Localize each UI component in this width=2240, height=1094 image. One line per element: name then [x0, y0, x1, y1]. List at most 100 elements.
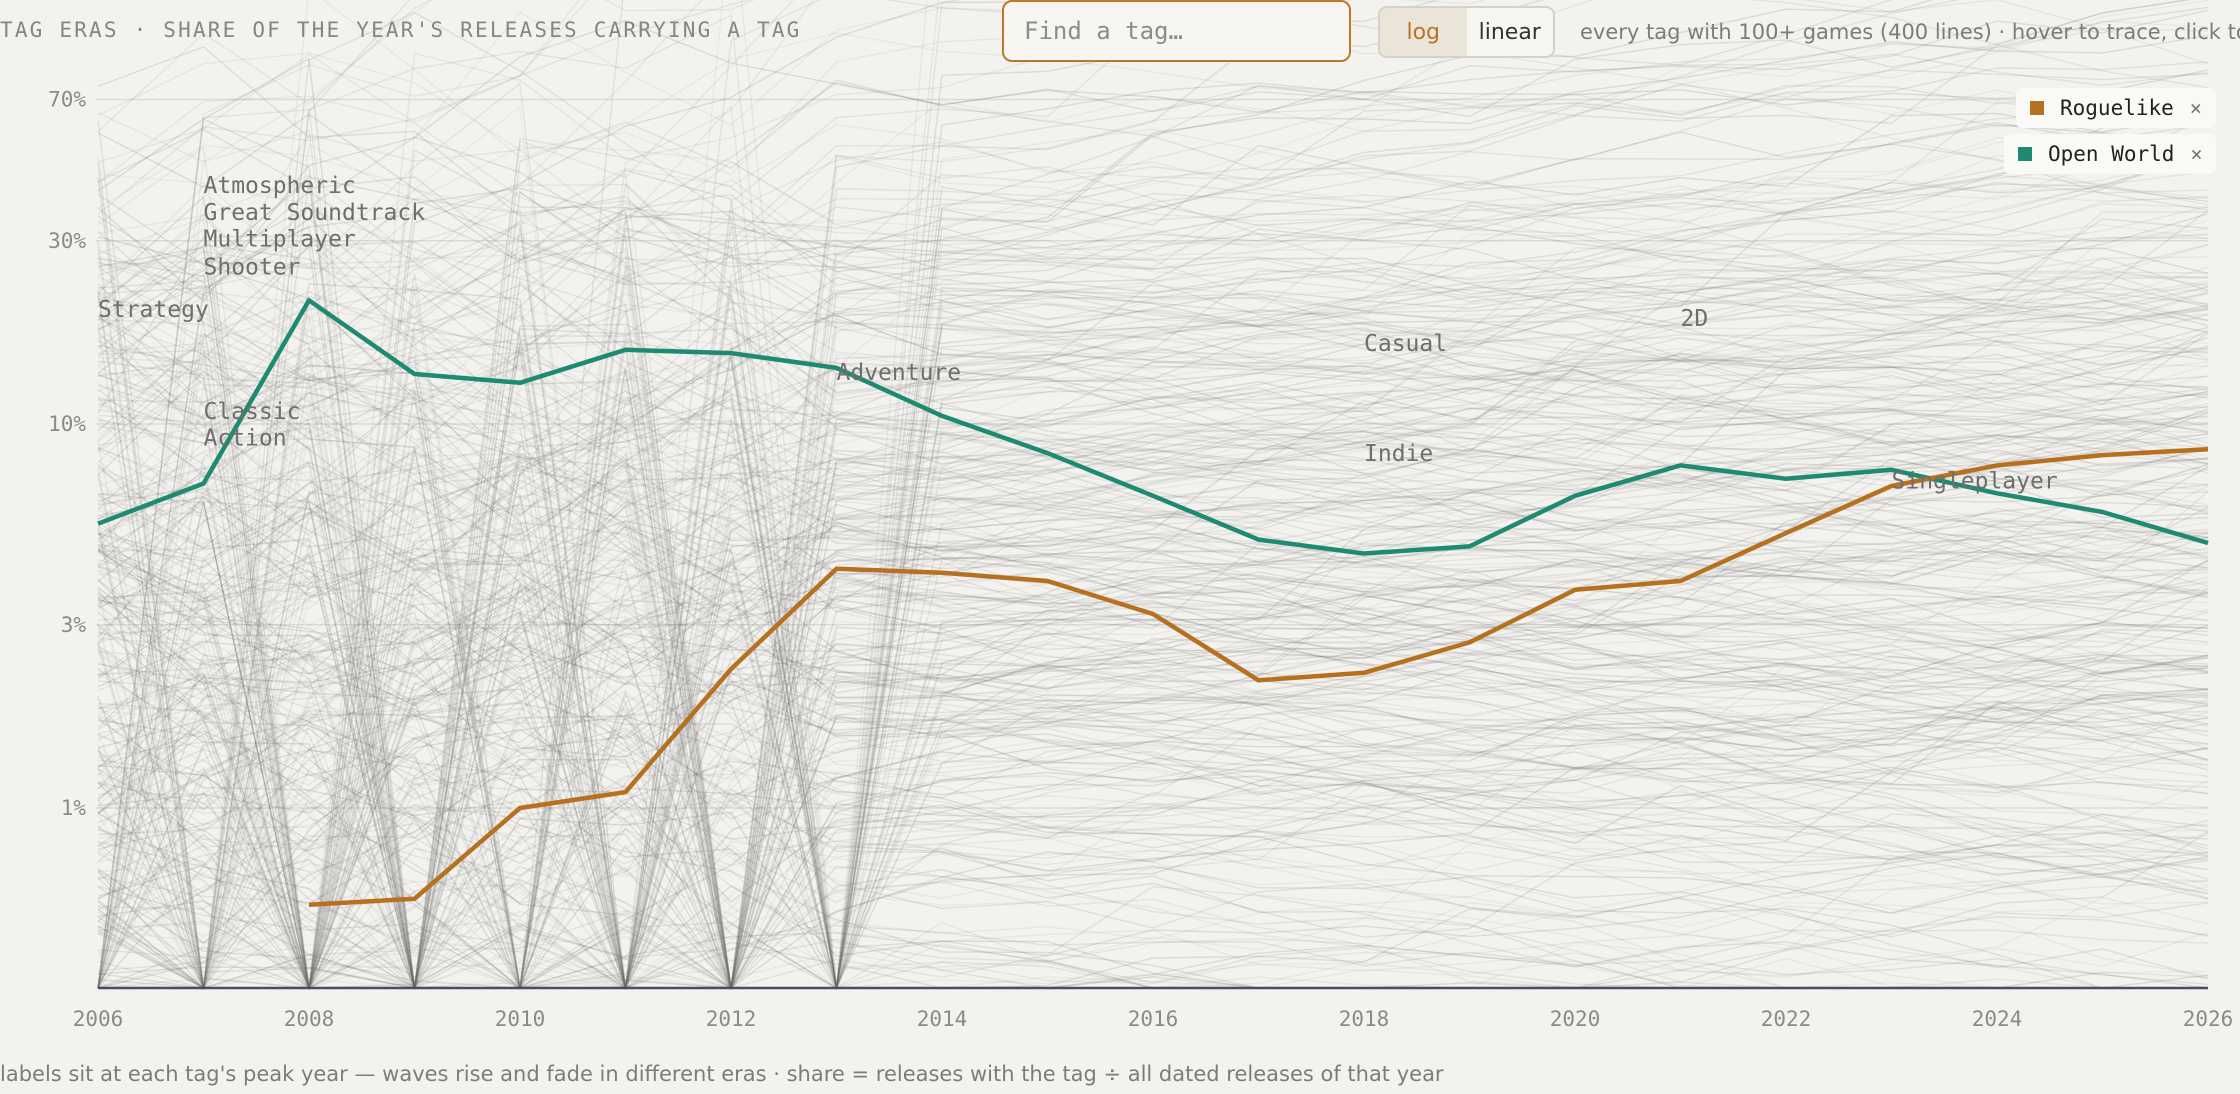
peak-label-classic[interactable]: Classic — [204, 399, 301, 425]
background-tag-line[interactable] — [97, 599, 2209, 833]
peak-label-action[interactable]: Action — [204, 425, 287, 451]
background-tag-line[interactable] — [97, 663, 2208, 989]
background-tag-line[interactable] — [97, 614, 2209, 991]
background-tag-line[interactable] — [97, 604, 2209, 989]
background-tag-line[interactable] — [97, 339, 2209, 760]
background-tag-line[interactable] — [97, 729, 2209, 945]
background-tag-line[interactable] — [97, 712, 2209, 882]
background-tag-line[interactable] — [97, 417, 2209, 679]
background-tag-line[interactable] — [97, 0, 2208, 989]
background-tag-line[interactable] — [97, 357, 2209, 989]
background-tag-line[interactable] — [97, 456, 2209, 989]
background-tag-line[interactable] — [97, 461, 2209, 745]
background-tag-line[interactable] — [97, 711, 2208, 990]
background-tag-line[interactable] — [97, 657, 2209, 989]
background-tag-line[interactable] — [97, 764, 2209, 989]
close-icon[interactable]: × — [2189, 96, 2202, 120]
background-tag-line[interactable] — [97, 467, 2209, 678]
background-tag-line[interactable] — [97, 580, 2209, 991]
background-tag-line[interactable] — [97, 350, 2209, 503]
background-tag-line[interactable] — [97, 298, 2209, 517]
peak-label-multiplayer[interactable]: Multiplayer — [204, 226, 356, 252]
background-tag-line[interactable] — [97, 236, 2209, 991]
background-tag-line[interactable] — [97, 123, 2209, 989]
background-tag-line[interactable] — [97, 209, 2209, 989]
background-tag-line[interactable] — [97, 388, 2209, 989]
background-tag-line[interactable] — [97, 653, 2209, 990]
background-tag-line[interactable] — [97, 245, 2209, 989]
background-tag-line[interactable] — [97, 20, 2209, 303]
background-tag-line[interactable] — [97, 577, 2209, 779]
pinned-tag-open-world[interactable]: Open World × — [2004, 134, 2217, 174]
peak-label-singleplayer[interactable]: Singleplayer — [1892, 468, 2058, 494]
background-tag-line[interactable] — [97, 396, 2209, 989]
background-tag-line[interactable] — [97, 528, 2209, 815]
background-tag-line[interactable] — [97, 564, 2209, 938]
background-tag-line[interactable] — [97, 285, 2209, 583]
background-tag-line[interactable] — [97, 592, 2209, 991]
background-tag-line[interactable] — [97, 610, 2209, 989]
background-tag-line[interactable] — [97, 303, 2209, 989]
background-tag-line[interactable] — [97, 507, 2209, 837]
background-tag-line[interactable] — [97, 261, 2209, 504]
background-tag-line[interactable] — [97, 211, 2208, 991]
background-tag-line[interactable] — [97, 326, 2209, 989]
background-tag-line[interactable] — [97, 345, 2209, 494]
background-tag-line[interactable] — [97, 0, 2208, 268]
background-tag-line[interactable] — [97, 91, 2209, 989]
background-tag-line[interactable] — [97, 181, 2209, 989]
background-tag-line[interactable] — [97, 341, 2209, 810]
background-tag-line[interactable] — [97, 491, 2209, 990]
series-line-roguelike[interactable] — [308, 446, 2209, 907]
background-tag-line[interactable] — [97, 394, 2209, 819]
background-tag-line[interactable] — [97, 290, 2209, 991]
background-tag-line[interactable] — [97, 852, 2209, 989]
background-tag-line[interactable] — [97, 181, 2209, 989]
background-tag-line[interactable] — [97, 101, 2209, 663]
background-tag-line[interactable] — [97, 183, 2209, 989]
background-tag-line[interactable] — [97, 124, 2209, 407]
background-tag-line[interactable] — [97, 514, 2209, 989]
background-tag-line[interactable] — [97, 828, 2209, 990]
background-tag-line[interactable] — [97, 271, 2209, 989]
background-tag-line[interactable] — [97, 575, 2209, 842]
background-tag-line[interactable] — [97, 216, 2209, 989]
background-tag-line[interactable] — [97, 98, 2209, 400]
background-tag-line[interactable] — [97, 632, 2209, 991]
background-tag-line[interactable] — [97, 718, 2208, 990]
background-tag-line[interactable] — [97, 0, 2208, 439]
background-tag-line[interactable] — [97, 185, 2209, 989]
background-tag-line[interactable] — [97, 345, 2209, 612]
background-tag-line[interactable] — [97, 210, 2209, 989]
background-tag-line[interactable] — [97, 713, 2209, 990]
series-line-open-world[interactable] — [97, 298, 2209, 556]
background-tag-line[interactable] — [97, 704, 2209, 990]
background-tag-line[interactable] — [97, 309, 2209, 511]
background-tag-line[interactable] — [97, 609, 2209, 989]
background-tag-line[interactable] — [97, 243, 2209, 537]
background-tag-line[interactable] — [97, 753, 2209, 990]
background-tag-line[interactable] — [97, 711, 2209, 990]
background-tag-line[interactable] — [97, 0, 2208, 989]
background-tag-line[interactable] — [97, 657, 2209, 941]
background-tag-line[interactable] — [97, 663, 2209, 990]
background-tag-line[interactable] — [97, 551, 2209, 991]
background-tag-line[interactable] — [97, 600, 2209, 840]
background-tag-line[interactable] — [97, 266, 2209, 989]
background-tag-line[interactable] — [97, 264, 2209, 989]
background-tag-line[interactable] — [97, 426, 2209, 686]
background-tag-line[interactable] — [97, 0, 2208, 989]
background-tag-line[interactable] — [97, 603, 2209, 990]
background-tag-line[interactable] — [97, 587, 2209, 990]
background-tag-line[interactable] — [97, 0, 2208, 308]
background-tag-line[interactable] — [97, 501, 2209, 771]
background-tag-line[interactable] — [97, 491, 2209, 806]
background-tag-line[interactable] — [97, 697, 2209, 990]
background-tag-line[interactable] — [97, 412, 2209, 686]
background-tag-line[interactable] — [97, 412, 2209, 989]
pinned-tag-roguelike[interactable]: Roguelike × — [2016, 88, 2216, 128]
background-tag-line[interactable] — [97, 244, 2209, 539]
background-tag-line[interactable] — [97, 0, 2208, 989]
background-tag-line[interactable] — [97, 324, 2209, 989]
background-tag-line[interactable] — [97, 0, 2209, 989]
